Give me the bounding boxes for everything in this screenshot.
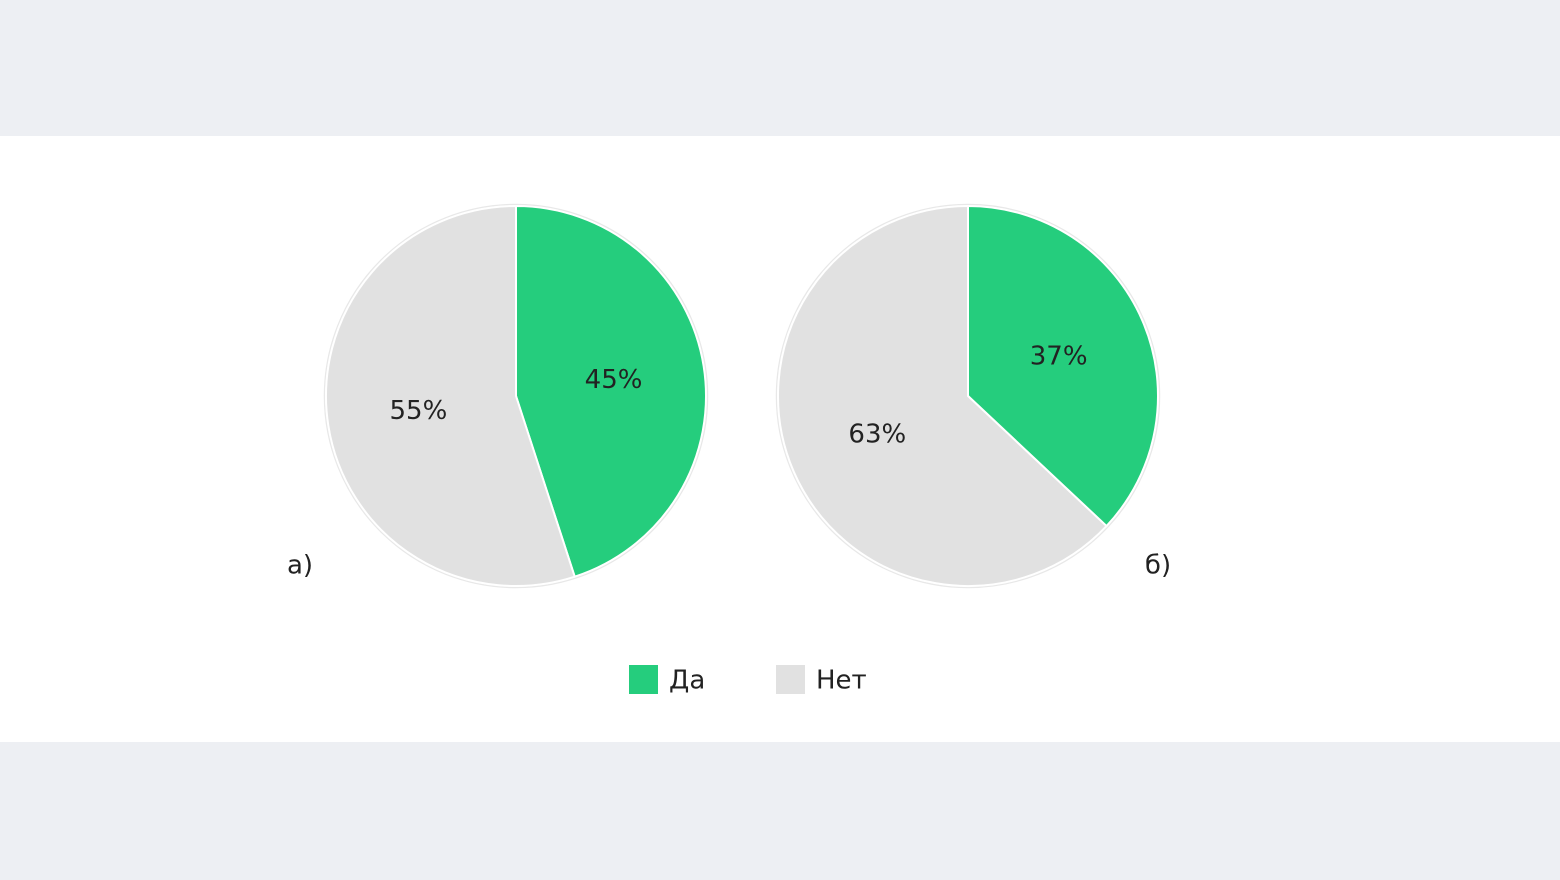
legend-label: Да (669, 666, 705, 696)
pie-slice (325, 204, 576, 587)
pie-slice (967, 204, 1159, 528)
pie-slice (515, 204, 707, 578)
pie-outline (775, 203, 1161, 589)
value-label: 63% (848, 420, 906, 450)
pie-outline (323, 203, 709, 589)
value-label: 45% (585, 365, 643, 395)
value-label: 37% (1030, 341, 1088, 371)
pie-label: а) (287, 551, 313, 581)
legend-swatch (776, 665, 805, 694)
legend-label: Нет (816, 666, 867, 696)
pie-slice (777, 204, 1108, 587)
value-label: 55% (390, 396, 448, 426)
legend-swatch (629, 665, 658, 694)
panel (0, 136, 1560, 742)
pie-label: б) (1145, 551, 1171, 581)
